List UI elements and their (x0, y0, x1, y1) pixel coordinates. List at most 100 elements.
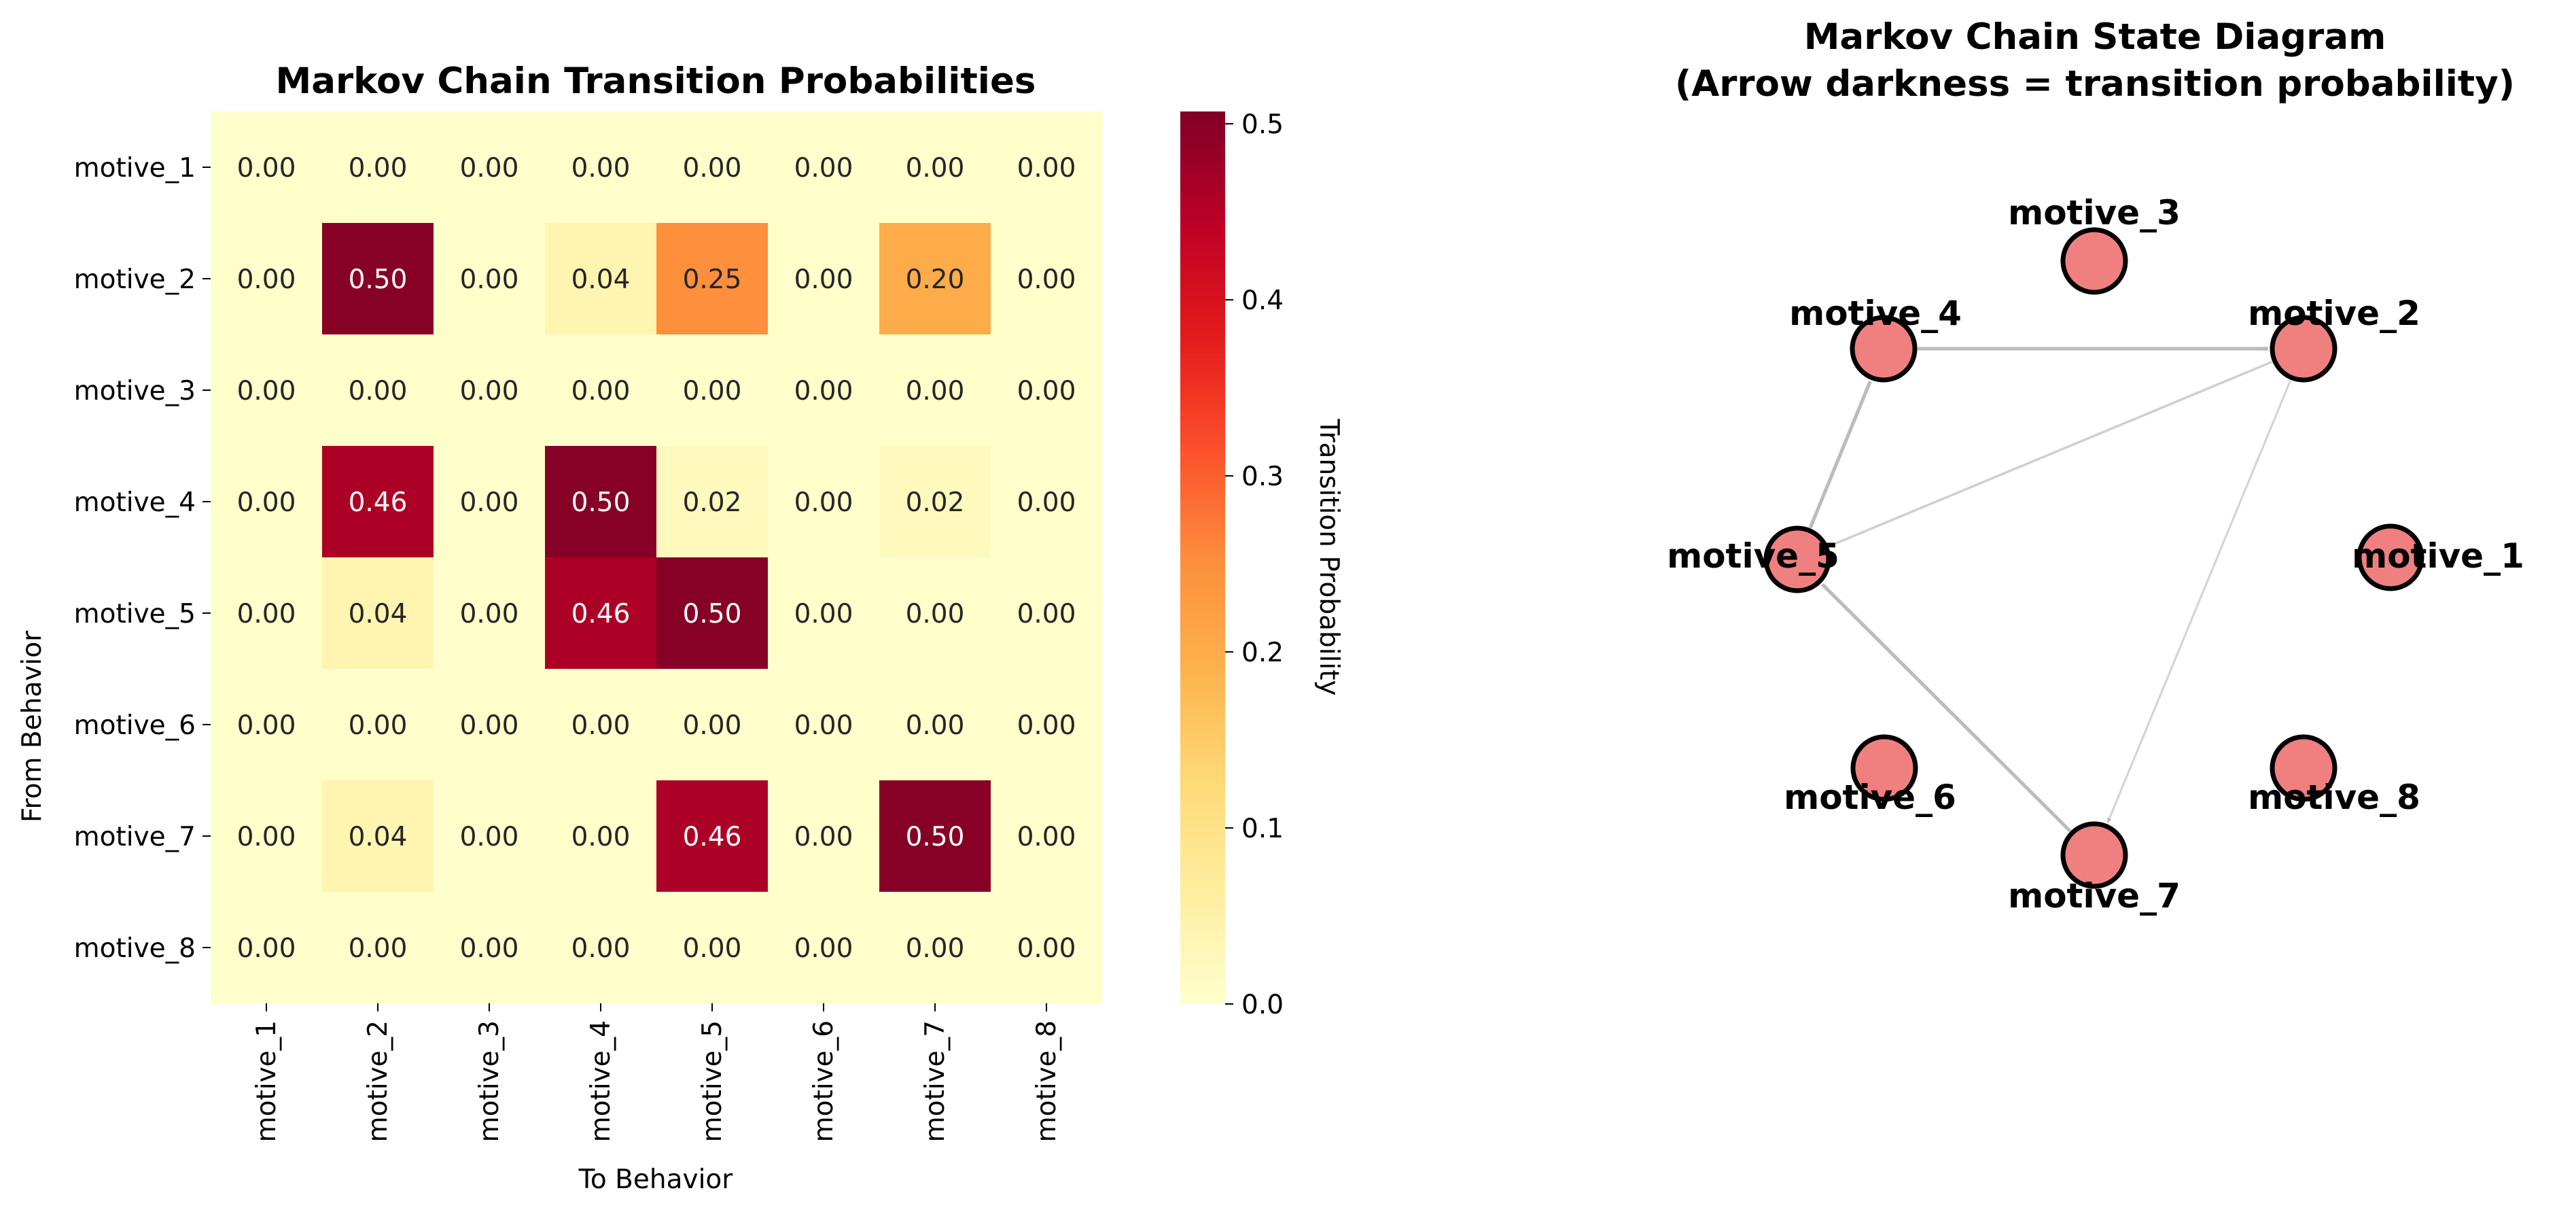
heatmap-cell-label: 0.00 (460, 264, 519, 295)
y-tick-label: motive_2 (74, 264, 196, 295)
heatmap-cell (211, 892, 323, 1004)
heatmap-cell (545, 669, 657, 781)
heatmap-cell-label: 0.00 (460, 933, 519, 964)
x-tick-label: motive_2 (363, 1020, 393, 1142)
heatmap-cell-label: 0.00 (794, 153, 853, 184)
state-node-label: motive_3 (2008, 193, 2181, 232)
heatmap-cell (991, 669, 1103, 781)
heatmap-cell (322, 892, 434, 1004)
heatmap-cell-label: 0.00 (237, 153, 296, 184)
heatmap-cell (768, 892, 880, 1004)
heatmap-cell (322, 223, 434, 335)
heatmap-cell (322, 446, 434, 558)
heatmap-cell (656, 111, 769, 224)
transition-arrow (2106, 379, 2292, 823)
x-tick-label: motive_5 (697, 1020, 728, 1142)
x-tick-label: motive_7 (920, 1020, 951, 1142)
heatmap-cell (879, 111, 991, 224)
heatmap-cell (879, 334, 991, 447)
heatmap-cell-label: 0.00 (460, 822, 519, 852)
heatmap-cell (991, 111, 1103, 224)
state-node (1850, 315, 1918, 383)
heatmap-cell (545, 223, 657, 335)
heatmap-cell-label: 0.00 (1017, 487, 1076, 518)
heatmap-cell-label: 0.50 (349, 264, 408, 295)
heatmap-cell-label: 0.00 (237, 933, 296, 964)
heatmap-cell (322, 780, 434, 892)
state-diagram-title-line-1: Markov Chain State Diagram (1804, 16, 2386, 58)
heatmap-cell (545, 334, 657, 447)
heatmap-cell (768, 111, 880, 224)
heatmap-cell-label: 0.46 (683, 822, 742, 852)
heatmap-cell (211, 669, 323, 781)
heatmap-cell (545, 557, 657, 670)
heatmap-cell (434, 892, 546, 1004)
heatmap-cell-label: 0.00 (794, 933, 853, 964)
heatmap-y-axis-label: From Behavior (17, 630, 48, 822)
heatmap-cell-label: 0.00 (1017, 822, 1076, 852)
heatmap-cell-label: 0.00 (1017, 264, 1076, 295)
heatmap-cell-label: 0.00 (460, 599, 519, 629)
heatmap-cell (768, 334, 880, 447)
transition-arrow (1808, 381, 1872, 529)
colorbar-tick-label: 0.2 (1241, 638, 1284, 668)
y-tick-label: motive_4 (74, 487, 196, 518)
heatmap-cell-label: 0.00 (460, 487, 519, 518)
x-tick-label: motive_4 (586, 1020, 616, 1142)
state-diagram-title-line-2: (Arrow darkness = transition probability… (1675, 63, 2515, 105)
heatmap-cell (211, 446, 323, 558)
heatmap-cell-label: 0.02 (906, 487, 965, 518)
y-tick-label: motive_7 (74, 822, 196, 852)
heatmap-cell-label: 0.00 (1017, 933, 1076, 964)
heatmap-cell-label: 0.00 (1017, 599, 1076, 629)
heatmap-cell-label: 0.46 (349, 487, 408, 518)
heatmap-cell (879, 446, 991, 558)
heatmap-cell (322, 334, 434, 447)
heatmap-cell-label: 0.50 (683, 599, 742, 629)
state-node (1763, 525, 1831, 593)
heatmap-cell-label: 0.50 (906, 822, 965, 852)
heatmap-cell (545, 892, 657, 1004)
heatmap-cell (991, 446, 1103, 558)
heatmap-cell (991, 557, 1103, 670)
x-tick-label: motive_1 (251, 1020, 282, 1142)
heatmap-cell-label: 0.50 (571, 487, 631, 518)
heatmap-cell (322, 557, 434, 670)
heatmap-cell (879, 557, 991, 670)
heatmap-cell (211, 334, 323, 447)
heatmap-x-axis-label: To Behavior (578, 1164, 734, 1195)
heatmap-cell-label: 0.04 (349, 822, 408, 852)
heatmap-cell-label: 0.00 (906, 599, 965, 629)
heatmap-cell (991, 780, 1103, 892)
heatmap-cell-label: 0.00 (1017, 153, 1076, 184)
colorbar-tick-label: 0.4 (1241, 285, 1284, 316)
colorbar-label: Transition Probability (1313, 418, 1344, 695)
heatmap-cell (879, 223, 991, 335)
state-node-label: motive_7 (2008, 876, 2181, 916)
heatmap-y-ticks: motive_1 motive_2 motive_3 motive_4 motive_5… (74, 153, 211, 964)
heatmap-cell-label: 0.00 (237, 376, 296, 406)
transition-arrow (1821, 583, 2072, 833)
heatmap-cell-label: 0.00 (794, 710, 853, 741)
heatmap-cell-label: 0.00 (460, 710, 519, 741)
state-node (2270, 315, 2337, 383)
colorbar-ticks: 0.0 0.1 0.2 0.3 0.4 0.5 (1225, 109, 1284, 1020)
colorbar-tick-label: 0.0 (1241, 990, 1284, 1020)
x-tick-label: motive_6 (809, 1020, 839, 1142)
heatmap-cell-label: 0.00 (906, 376, 965, 406)
heatmap-cell-label: 0.00 (794, 822, 853, 852)
heatmap-cell (768, 669, 880, 781)
heatmap-cell (656, 780, 769, 892)
heatmap-cell-label: 0.04 (349, 599, 408, 629)
heatmap-panel: Markov Chain Transition Probabilities 0.… (17, 60, 1103, 1195)
x-tick-label: motive_3 (474, 1020, 505, 1142)
heatmap-cell (991, 892, 1103, 1004)
y-tick-label: motive_3 (74, 376, 196, 406)
heatmap-cell-label: 0.00 (683, 153, 742, 184)
heatmap-cell (879, 892, 991, 1004)
heatmap-cell (434, 780, 546, 892)
heatmap-cell-label: 0.00 (571, 376, 631, 406)
heatmap-cell-label: 0.00 (349, 153, 408, 184)
heatmap-cell (656, 446, 769, 558)
